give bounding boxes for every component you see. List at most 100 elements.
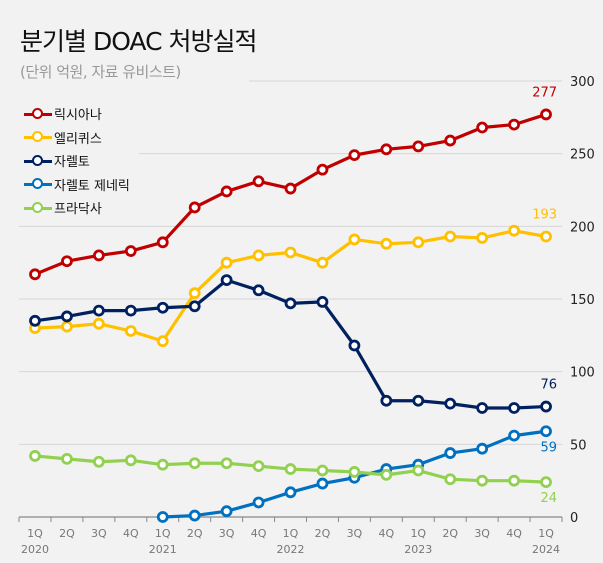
- data-point: [284, 246, 297, 259]
- data-point: [188, 457, 201, 470]
- data-point: [61, 255, 73, 268]
- data-point: [61, 310, 73, 323]
- data-point: [284, 486, 297, 499]
- legend-item: 릭시아나: [24, 102, 130, 126]
- data-point: [92, 317, 105, 330]
- x-year-label: 2022: [277, 543, 305, 556]
- x-tick-label: 3Q: [474, 527, 490, 540]
- data-point: [444, 134, 457, 147]
- y-tick-label: 50: [570, 438, 587, 453]
- data-point: [380, 237, 393, 250]
- data-point: [156, 236, 169, 249]
- data-point: [540, 230, 552, 243]
- data-point: [92, 249, 105, 262]
- data-point: [284, 182, 297, 195]
- legend-swatch-icon: [24, 131, 52, 143]
- end-value-label: 76: [540, 378, 557, 393]
- x-tick-label: 1Q: [27, 527, 43, 540]
- x-tick-label: 4Q: [506, 527, 522, 540]
- data-point: [316, 477, 329, 490]
- legend-label: 엘리퀴스: [54, 131, 102, 147]
- legend-label: 자렐토: [54, 155, 90, 171]
- y-tick-label: 100: [570, 366, 595, 381]
- data-point: [444, 473, 457, 486]
- x-tick-label: 3Q: [347, 527, 363, 540]
- data-point: [156, 335, 169, 348]
- x-tick-label: 4Q: [251, 527, 267, 540]
- x-year-label: 2023: [404, 543, 432, 556]
- end-value-label: 59: [540, 440, 557, 455]
- data-point: [508, 402, 520, 414]
- data-point: [156, 301, 169, 314]
- legend-swatch-icon: [24, 107, 52, 120]
- data-point: [508, 118, 520, 131]
- y-tick-label: 0: [570, 511, 578, 526]
- x-tick-label: 2Q: [315, 527, 331, 540]
- data-point: [540, 108, 552, 121]
- data-point: [252, 249, 265, 262]
- x-tick-label: 3Q: [219, 527, 235, 540]
- y-tick-label: 250: [570, 148, 595, 163]
- data-point: [348, 339, 361, 352]
- data-point: [540, 425, 552, 438]
- data-point: [508, 474, 520, 487]
- x-tick-label: 1Q: [155, 527, 171, 540]
- data-point: [508, 429, 520, 442]
- data-point: [220, 505, 233, 518]
- data-point: [188, 509, 201, 522]
- data-point: [476, 442, 489, 455]
- x-tick-label: 1Q: [410, 527, 426, 540]
- data-point: [220, 457, 233, 470]
- x-tick-label: 1Q: [283, 527, 299, 540]
- chart-title: 분기별 DOAC 처방실적: [20, 27, 258, 56]
- data-point: [444, 230, 457, 243]
- data-point: [316, 296, 329, 308]
- data-point: [188, 300, 201, 313]
- data-point: [29, 268, 41, 281]
- data-point: [348, 149, 361, 162]
- data-point: [444, 397, 457, 410]
- data-point: [444, 447, 457, 459]
- legend-swatch-icon: [24, 201, 52, 214]
- data-point: [508, 224, 520, 237]
- end-value-label: 277: [532, 85, 557, 100]
- data-point: [540, 400, 552, 413]
- data-point: [252, 460, 265, 473]
- data-point: [156, 511, 169, 523]
- data-point: [220, 256, 233, 269]
- legend-label: 프라닥사: [54, 202, 102, 218]
- data-point: [316, 163, 329, 176]
- data-point: [61, 452, 73, 465]
- data-point: [476, 402, 489, 414]
- data-point: [412, 140, 425, 153]
- y-tick-label: 300: [570, 75, 595, 90]
- data-point: [156, 458, 169, 471]
- data-point: [92, 304, 105, 317]
- x-year-label: 2024: [532, 543, 560, 556]
- legend-item: 자렐토: [24, 149, 130, 173]
- legend-swatch-icon: [24, 178, 52, 190]
- data-point: [220, 274, 233, 287]
- data-point: [92, 455, 105, 468]
- y-tick-label: 150: [570, 293, 595, 308]
- data-point: [316, 256, 329, 269]
- legend-item: 프라닥사: [24, 196, 130, 220]
- x-tick-label: 3Q: [91, 527, 107, 540]
- y-tick-label: 200: [570, 220, 595, 235]
- data-point: [29, 450, 41, 462]
- x-tick-label: 4Q: [123, 527, 139, 540]
- data-point: [188, 287, 201, 300]
- end-value-label: 193: [532, 208, 557, 223]
- data-point: [476, 121, 489, 134]
- data-point: [124, 304, 137, 317]
- data-point: [124, 245, 137, 257]
- x-tick-label: 2Q: [442, 527, 458, 540]
- legend-item: 엘리퀴스: [24, 126, 130, 150]
- x-year-label: 2020: [21, 543, 49, 556]
- data-point: [476, 474, 489, 487]
- data-point: [540, 476, 552, 489]
- x-tick-label: 2Q: [59, 527, 75, 540]
- legend: 릭시아나 엘리퀴스 자렐토 자렐토 제네릭 프라닥사: [24, 102, 130, 220]
- end-value-label: 24: [540, 491, 557, 506]
